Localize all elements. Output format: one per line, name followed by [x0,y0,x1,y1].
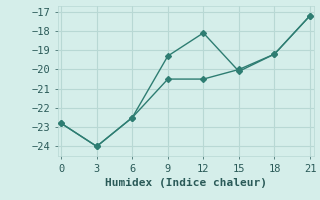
X-axis label: Humidex (Indice chaleur): Humidex (Indice chaleur) [105,178,267,188]
